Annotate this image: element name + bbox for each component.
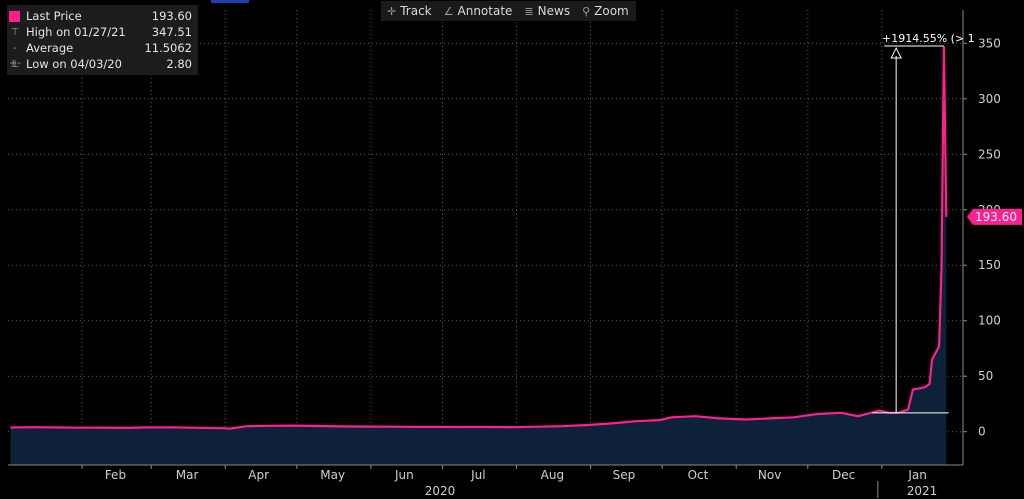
legend-label: High on 01/27/21 [26, 25, 126, 39]
x-tick-label: Sep [613, 468, 636, 482]
y-tick-label: 300 [978, 92, 1001, 106]
last-price-tag-shape [967, 208, 1022, 225]
annotate-icon: ∠ [443, 4, 454, 18]
change-annotation: +1914.55% (> 1 [882, 32, 975, 45]
price-line[interactable] [10, 46, 948, 430]
legend-label: Average [26, 41, 74, 55]
change-marker: +1914.55% (> 1 [872, 32, 975, 414]
gridlines [8, 10, 963, 465]
legend-low[interactable]: ⊥ Low on 04/03/20 2.80 [7, 57, 192, 72]
last-price-tag-label: 193.60 [975, 210, 1017, 224]
annotate-button[interactable]: ∠ Annotate [438, 4, 519, 18]
x-tick-label: Oct [688, 468, 709, 482]
average-marker-icon: -+- [9, 43, 21, 69]
year-label: 2020 [425, 484, 456, 498]
chart-legend[interactable]: Last Price 193.60 ⊤ High on 01/27/21 347… [7, 5, 198, 75]
top-accent-bar [211, 0, 249, 3]
y-tick-label: 0 [978, 425, 986, 439]
y-tick-label: 100 [978, 314, 1001, 328]
legend-value: 347.51 [151, 25, 192, 39]
x-tick-label: Jun [394, 468, 414, 482]
annotate-label: Annotate [457, 4, 513, 18]
high-marker-icon: ⊤ [10, 27, 20, 38]
year-label: 2021 [907, 484, 938, 498]
crosshair-icon: ✛ [387, 4, 397, 18]
legend-high[interactable]: ⊤ High on 01/27/21 347.51 [7, 25, 192, 40]
x-tick-label: Feb [105, 468, 126, 482]
legend-value: 193.60 [151, 9, 192, 23]
legend-value: 2.80 [166, 57, 192, 71]
legend-label: Low on 04/03/20 [26, 57, 122, 71]
track-label: Track [400, 4, 432, 18]
low-marker-icon: ⊥ [10, 59, 20, 70]
zoom-button[interactable]: ⚲ Zoom [576, 4, 635, 18]
last-price-swatch [9, 11, 20, 22]
x-axis-ticks: Feb Mar Apr May Jun Jul Aug Sep Oct Nov Dec Jan 2020… [81, 465, 938, 498]
x-tick-label: Dec [832, 468, 855, 482]
track-button[interactable]: ✛ Track [381, 4, 438, 18]
legend-label: Last Price [26, 9, 82, 23]
news-label: News [537, 4, 571, 18]
legend-average[interactable]: -+- Average 11.5062 [7, 41, 192, 69]
legend-last-price[interactable]: Last Price 193.60 [7, 9, 192, 24]
news-icon: ≣ [524, 4, 534, 18]
x-tick-label: Mar [176, 468, 199, 482]
news-button[interactable]: ≣ News [518, 4, 576, 18]
legend-value: 11.5062 [144, 41, 192, 55]
x-tick-label: Apr [248, 468, 269, 482]
x-tick-label: May [320, 468, 345, 482]
y-tick-label: 150 [978, 258, 1001, 272]
x-tick-label: Jul [470, 468, 485, 482]
x-tick-label: Aug [541, 468, 564, 482]
change-arrowhead [890, 46, 902, 59]
y-tick-label: 350 [978, 36, 1001, 50]
zoom-icon: ⚲ [582, 4, 591, 18]
zoom-label: Zoom [594, 4, 629, 18]
x-tick-label: Jan [907, 468, 927, 482]
y-tick-label: 50 [978, 369, 993, 383]
price-area [10, 46, 947, 465]
x-tick-label: Nov [758, 468, 781, 482]
chart-toolbar: ✛ Track ∠ Annotate ≣ News ⚲ Zoom [381, 1, 636, 21]
y-tick-label: 250 [978, 147, 1001, 161]
y-axis-ticks: 050100150200250300350 [963, 36, 1001, 439]
last-price-tag: 193.60 [967, 208, 1022, 225]
